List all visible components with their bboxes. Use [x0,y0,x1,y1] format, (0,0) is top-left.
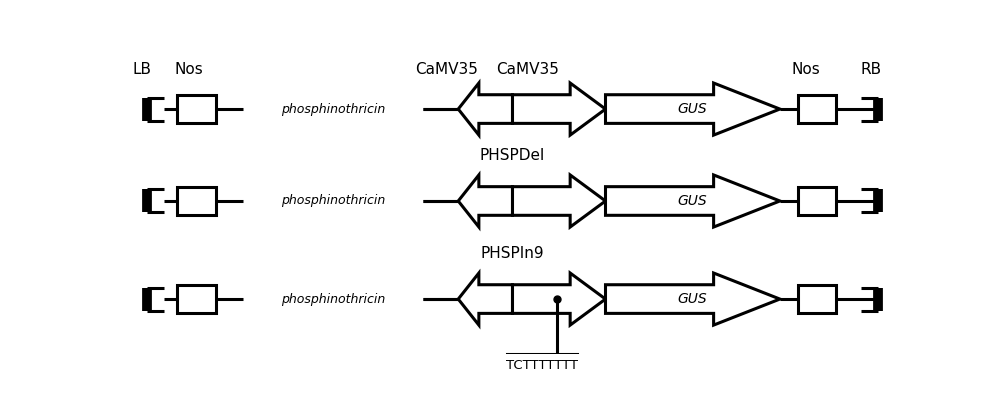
Text: Nos: Nos [174,62,203,77]
Text: LB: LB [133,62,152,77]
FancyArrow shape [512,175,606,227]
Text: GUS: GUS [677,102,707,116]
FancyArrow shape [458,273,512,325]
FancyArrow shape [606,83,780,135]
Text: GUS: GUS [677,194,707,208]
Text: PHSPDel: PHSPDel [480,148,545,163]
FancyArrow shape [512,83,606,135]
Bar [798,95,836,123]
Bar [177,285,216,313]
Text: CaMV35: CaMV35 [497,62,559,77]
FancyArrow shape [458,175,512,227]
Text: Nos: Nos [791,62,820,77]
Text: phosphinothricin: phosphinothricin [281,293,385,306]
Bar [177,187,216,215]
Text: PHSPIn9: PHSPIn9 [481,246,544,261]
FancyArrow shape [606,175,780,227]
FancyArrow shape [458,83,512,135]
FancyArrow shape [606,273,780,325]
Bar [177,95,216,123]
Text: TCTTTTTTT: TCTTTTTTT [506,359,578,372]
Bar [798,187,836,215]
Text: phosphinothricin: phosphinothricin [281,195,385,207]
Text: CaMV35: CaMV35 [415,62,478,77]
Text: RB: RB [861,62,882,77]
Text: GUS: GUS [677,292,707,306]
FancyArrow shape [512,273,606,325]
Text: phosphinothricin: phosphinothricin [281,103,385,115]
Bar [798,285,836,313]
